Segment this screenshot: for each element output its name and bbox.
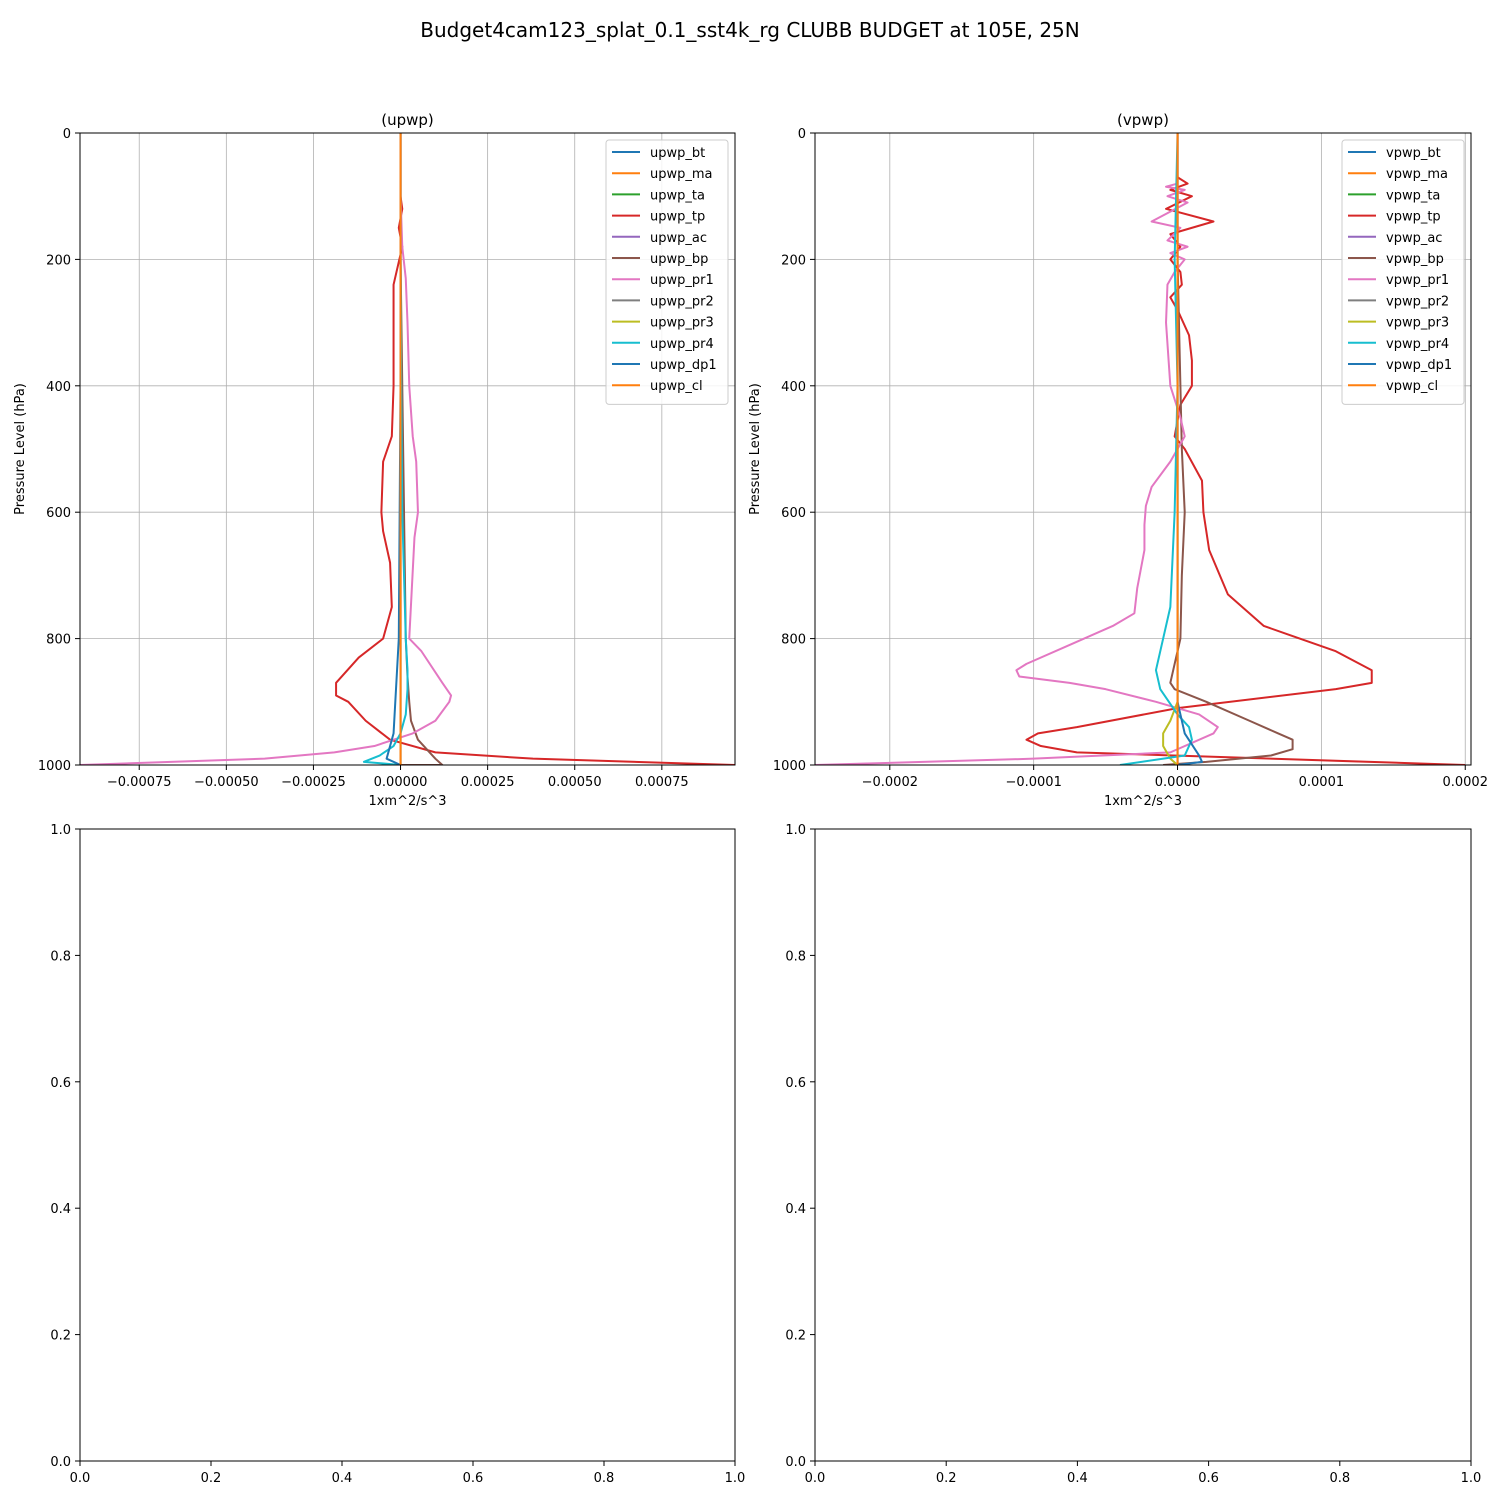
x-tick-label: −0.00075 — [107, 775, 172, 790]
series-line-vpwp_pr1 — [815, 133, 1219, 765]
legend: upwp_bt upwp_ma upwp_ta upwp_tp upwp_ac upwp_… — [605, 139, 729, 405]
panels: −0.00075 −0.00050 −0.00025 0.00000 0.00025 0.… — [13, 111, 1488, 1486]
x-tick-label: 0.0000 — [1155, 775, 1201, 790]
y-tick-label: 600 — [46, 506, 71, 521]
x-tick-label: 0.0002 — [1442, 775, 1488, 790]
x-tick-label: 0.00000 — [374, 775, 428, 790]
y-axis-label: Pressure Level (hPa) — [748, 383, 763, 515]
legend-label: vpwp_tp — [1386, 210, 1441, 225]
y-tick-label: 1.0 — [50, 823, 71, 838]
x-axis-label: 1xm^2/s^3 — [1104, 794, 1182, 809]
axes-frame — [79, 132, 736, 766]
y-tick-label: 0 — [798, 127, 806, 142]
x-tick-label: 0.8 — [594, 1471, 615, 1486]
x-tick-label: 1.0 — [1461, 1471, 1482, 1486]
y-tick-label: 0.6 — [785, 1076, 806, 1091]
y-tick-label: 200 — [46, 253, 71, 268]
y-tick-label: 0.0 — [785, 1455, 806, 1470]
y-tick-label: 1.0 — [785, 823, 806, 838]
x-tick-label: 0.4 — [1067, 1471, 1088, 1486]
x-tick-label: 0.00025 — [461, 775, 515, 790]
series-group — [815, 133, 1466, 765]
legend: vpwp_bt vpwp_ma vpwp_ta vpwp_tp vpwp_ac vpwp_… — [1341, 139, 1465, 405]
legend-label: upwp_ma — [650, 167, 713, 182]
legend-label: vpwp_ma — [1386, 167, 1448, 182]
y-tick-label: 1000 — [38, 759, 71, 774]
y-tick-label: 400 — [46, 380, 71, 395]
figure-title: Budget4cam123_splat_0.1_sst4k_rg CLUBB B… — [420, 18, 1079, 42]
y-tick-label: 0.4 — [50, 1202, 71, 1217]
legend-label: upwp_bt — [650, 146, 705, 161]
legend-label: vpwp_ac — [1386, 231, 1442, 246]
x-tick-label: 0.2 — [201, 1471, 222, 1486]
x-tick-label: 0.00050 — [548, 775, 602, 790]
x-tick-label: −0.00025 — [281, 775, 346, 790]
y-tick-label: 0.8 — [785, 949, 806, 964]
legend-label: upwp_bp — [650, 252, 708, 267]
y-tick-label: 800 — [46, 633, 71, 648]
x-tick-label: 1.0 — [725, 1471, 746, 1486]
x-tick-label: −0.00050 — [194, 775, 259, 790]
legend-label: upwp_pr1 — [650, 273, 714, 288]
y-tick-label: 800 — [781, 633, 806, 648]
legend-label: upwp_pr2 — [650, 294, 714, 309]
panel-1: −0.00075 −0.00050 −0.00025 0.00000 0.00025 0.… — [13, 111, 736, 809]
x-tick-label: 0.0 — [805, 1471, 826, 1486]
legend-label: upwp_dp1 — [650, 358, 717, 373]
x-tick-label: 0.0001 — [1299, 775, 1345, 790]
legend-label: upwp_ac — [650, 231, 707, 246]
legend-label: vpwp_bt — [1386, 146, 1441, 161]
x-tick-label: 0.6 — [463, 1471, 484, 1486]
panel-3: 0.0 0.2 0.4 0.6 0.8 1.0 0.0 0.2 0.4 0.6 0.8 1.0 — [50, 823, 745, 1486]
legend-label: vpwp_ta — [1386, 188, 1440, 203]
y-tick-label: 0.8 — [50, 949, 71, 964]
panel-title: (upwp) — [381, 111, 434, 129]
y-tick-label: 0.4 — [785, 1202, 806, 1217]
x-tick-label: 0.2 — [936, 1471, 957, 1486]
legend-label: vpwp_cl — [1386, 379, 1438, 394]
legend-box — [1341, 139, 1465, 405]
legend-label: vpwp_bp — [1386, 252, 1444, 267]
legend-label: vpwp_pr2 — [1386, 294, 1449, 309]
x-tick-label: 0.4 — [332, 1471, 353, 1486]
legend-label: vpwp_pr3 — [1386, 316, 1449, 331]
panel-4: 0.0 0.2 0.4 0.6 0.8 1.0 0.0 0.2 0.4 0.6 0.8 1.0 — [785, 823, 1481, 1486]
y-tick-label: 0.6 — [50, 1076, 71, 1091]
x-tick-label: 0.0 — [70, 1471, 91, 1486]
series-line-upwp_pr1 — [80, 133, 453, 765]
legend-label: upwp_cl — [650, 379, 703, 394]
x-tick-label: −0.0001 — [1005, 775, 1061, 790]
y-tick-label: 600 — [781, 506, 806, 521]
x-axis-label: 1xm^2/s^3 — [368, 794, 446, 809]
legend-box — [605, 139, 729, 405]
series-line-vpwp_bp — [1163, 133, 1294, 765]
y-axis-label: Pressure Level (hPa) — [13, 383, 28, 515]
legend-label: vpwp_pr1 — [1386, 273, 1449, 288]
legend-label: vpwp_dp1 — [1386, 358, 1452, 373]
legend-label: upwp_ta — [650, 188, 705, 203]
y-tick-label: 0.0 — [50, 1455, 71, 1470]
x-tick-label: −0.0002 — [862, 775, 918, 790]
y-tick-label: 200 — [781, 253, 806, 268]
axes-frame — [79, 828, 736, 1462]
y-tick-label: 0.2 — [50, 1329, 71, 1344]
y-tick-label: 400 — [781, 380, 806, 395]
x-tick-label: 0.6 — [1198, 1471, 1219, 1486]
legend-label: vpwp_pr4 — [1386, 337, 1449, 352]
legend-label: upwp_tp — [650, 210, 705, 225]
x-tick-label: 0.8 — [1329, 1471, 1350, 1486]
panel-title: (vpwp) — [1117, 111, 1169, 129]
x-tick-label: 0.00075 — [635, 775, 689, 790]
y-tick-label: 0.2 — [785, 1329, 806, 1344]
y-tick-label: 0 — [63, 127, 71, 142]
legend-label: upwp_pr4 — [650, 337, 714, 352]
axes-frame — [814, 828, 1472, 1462]
series-group — [80, 133, 735, 765]
y-tick-label: 1000 — [773, 759, 806, 774]
legend-label: upwp_pr3 — [650, 316, 714, 331]
panel-2: −0.0002 −0.0001 0.0000 0.0001 0.0002 0 200 400 6… — [748, 111, 1488, 809]
axes-frame — [814, 132, 1472, 766]
